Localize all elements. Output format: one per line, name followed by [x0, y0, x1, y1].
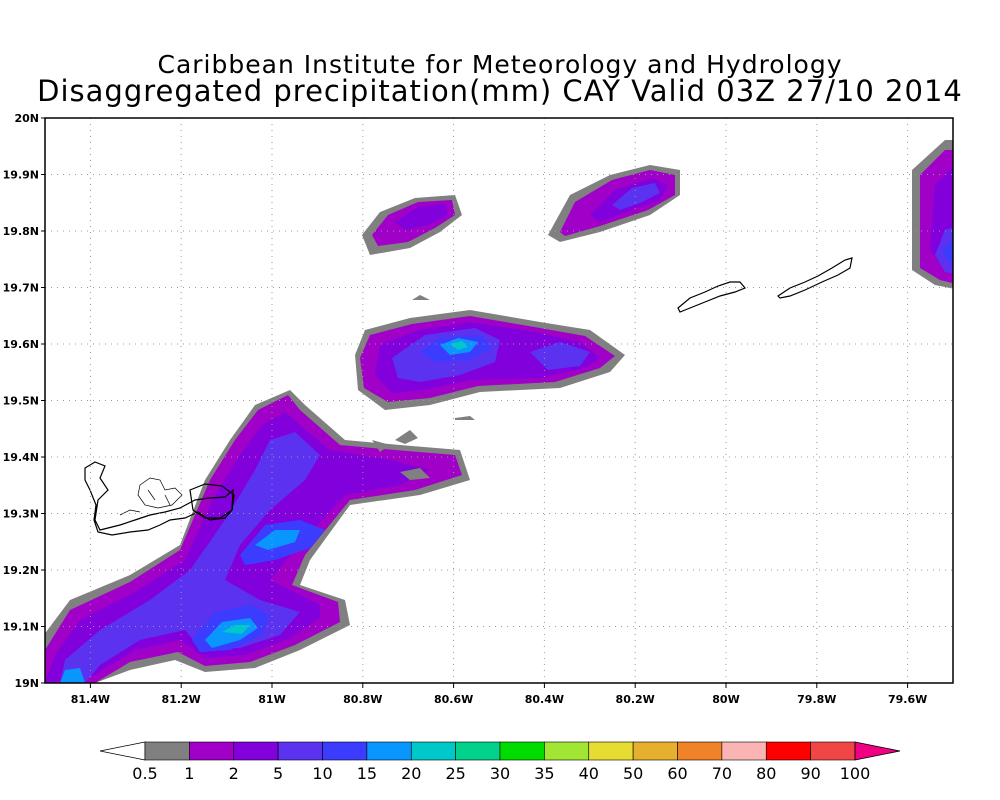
x-tick-label: 81.4W [71, 693, 110, 706]
y-tick-label: 19.1N [3, 621, 39, 634]
colorbar-swatch [233, 741, 279, 761]
y-tick-label: 19.2N [3, 564, 39, 577]
graticule [45, 117, 953, 684]
rain-speck [455, 416, 475, 420]
colorbar-swatch [277, 741, 323, 761]
colorbar-label: 2 [229, 764, 239, 783]
colorbar-label: 5 [273, 764, 283, 783]
x-tick-label: 81W [258, 693, 285, 706]
x-tick-label: 80.4W [525, 693, 564, 706]
colorbar-swatch [499, 741, 545, 761]
y-tick-label: 20N [14, 112, 39, 125]
coastlines [84, 257, 853, 536]
precipitation-field [45, 140, 953, 683]
colorbar-under-triangle [99, 741, 146, 761]
colorbar-swatch [189, 741, 235, 761]
colorbar-label: 50 [623, 764, 643, 783]
colorbar-swatch [765, 741, 811, 761]
y-tick-label: 19N [14, 677, 39, 690]
latitude-axis: 19N 19.1N 19.2N 19.3N 19.4N 19.5N 19.6N 19.7N 19… [3, 112, 45, 690]
x-tick-label: 81.2W [162, 693, 201, 706]
longitude-axis: 81.4W 81.2W 81W 80.8W 80.6W 80.4W 80.2W 80W 79.8… [71, 683, 927, 706]
x-tick-label: 80.8W [343, 693, 382, 706]
colorbar-swatch [721, 741, 767, 761]
colorbar-swatch [322, 741, 368, 761]
colorbar-label: 35 [534, 764, 554, 783]
map-title-line1: Caribbean Institute for Meteorology and … [157, 50, 843, 79]
x-tick-label: 80.6W [434, 693, 473, 706]
island-little-cayman [677, 281, 746, 313]
rain-speck [395, 430, 418, 444]
island-grand-cayman [84, 461, 234, 536]
colorbar-label: 90 [800, 764, 820, 783]
rain-speck [400, 468, 430, 480]
colorbar-over-triangle [854, 741, 901, 761]
map-title-line2: Disaggregated precipitation(mm) CAY Vali… [37, 74, 963, 108]
colorbar-swatch [588, 741, 634, 761]
rain-band-central [355, 310, 625, 410]
rain-speck [412, 295, 430, 300]
x-tick-label: 80.2W [616, 693, 655, 706]
colorbar-swatch [677, 741, 723, 761]
island-cayman-brac [777, 257, 853, 299]
island-grand-cayman-interior [119, 477, 183, 516]
colorbar-swatch [544, 741, 590, 761]
colorbar-swatch [810, 741, 856, 761]
island-north-sound [189, 483, 235, 519]
colorbar-label: 15 [357, 764, 377, 783]
colorbar-label: 25 [445, 764, 465, 783]
y-tick-label: 19.5N [3, 395, 39, 408]
colorbar-label: 0.5 [132, 764, 157, 783]
x-tick-label: 79.6W [888, 693, 927, 706]
colorbar-label: 30 [490, 764, 510, 783]
rain-cell-northeast [548, 165, 680, 242]
colorbar-label: 100 [840, 764, 871, 783]
colorbar-label: 10 [312, 764, 332, 783]
y-tick-label: 19.9N [3, 169, 39, 182]
colorbar-swatch [410, 741, 456, 761]
colorbar-label: 70 [712, 764, 732, 783]
y-tick-label: 19.7N [3, 282, 39, 295]
y-tick-label: 19.6N [3, 338, 39, 351]
colorbar-swatch [366, 741, 412, 761]
colorbar-label: 80 [756, 764, 776, 783]
x-tick-label: 79.8W [797, 693, 836, 706]
colorbar-label: 1 [184, 764, 194, 783]
rain-cell-east-edge [912, 140, 953, 289]
colorbar-swatch [632, 741, 678, 761]
rain-band-main [45, 390, 470, 683]
rain-speck [372, 440, 390, 452]
y-tick-label: 19.4N [3, 451, 39, 464]
colorbar-label: 20 [401, 764, 421, 783]
color-scale-legend: 0.5 1 2 5 10 15 20 25 30 35 40 50 60 70 80 90 100 [99, 741, 901, 783]
x-tick-label: 80W [712, 693, 739, 706]
y-tick-label: 19.3N [3, 508, 39, 521]
rain-cell-north [362, 195, 462, 255]
colorbar-swatch [144, 741, 190, 761]
colorbar-swatch [455, 741, 501, 761]
colorbar-label: 40 [579, 764, 599, 783]
y-tick-label: 19.8N [3, 225, 39, 238]
colorbar-label: 60 [667, 764, 687, 783]
